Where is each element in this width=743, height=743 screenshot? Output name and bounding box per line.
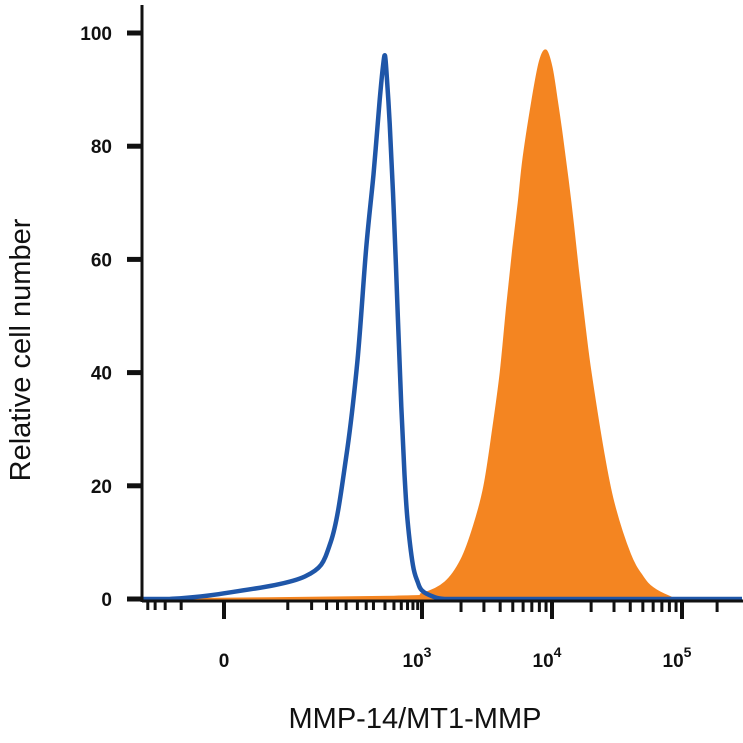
x-axis-title: MMP-14/MT1-MMP — [289, 703, 542, 735]
y-tick-label-60: 60 — [91, 250, 112, 271]
x-tick-label-10000: 104 — [533, 644, 562, 672]
y-tick-label-100: 100 — [80, 24, 112, 45]
x-ticks: 0 103 104 105 — [146, 602, 719, 672]
y-tick-label-20: 20 — [91, 477, 112, 498]
y-axis-title: Relative cell number — [5, 218, 37, 481]
y-tick-label-0: 0 — [101, 590, 112, 611]
y-tick-label-40: 40 — [91, 364, 112, 385]
axes — [140, 5, 743, 603]
x-tick-label-0: 0 — [219, 651, 230, 672]
x-tick-label-1000: 103 — [403, 644, 432, 672]
series-1-area — [141, 49, 742, 600]
y-ticks: 0 20 40 60 80 100 — [80, 24, 142, 611]
plot-area — [141, 49, 742, 602]
series-0-line — [142, 53, 742, 602]
y-tick-label-80: 80 — [91, 137, 112, 158]
x-tick-label-100000: 105 — [663, 644, 692, 672]
